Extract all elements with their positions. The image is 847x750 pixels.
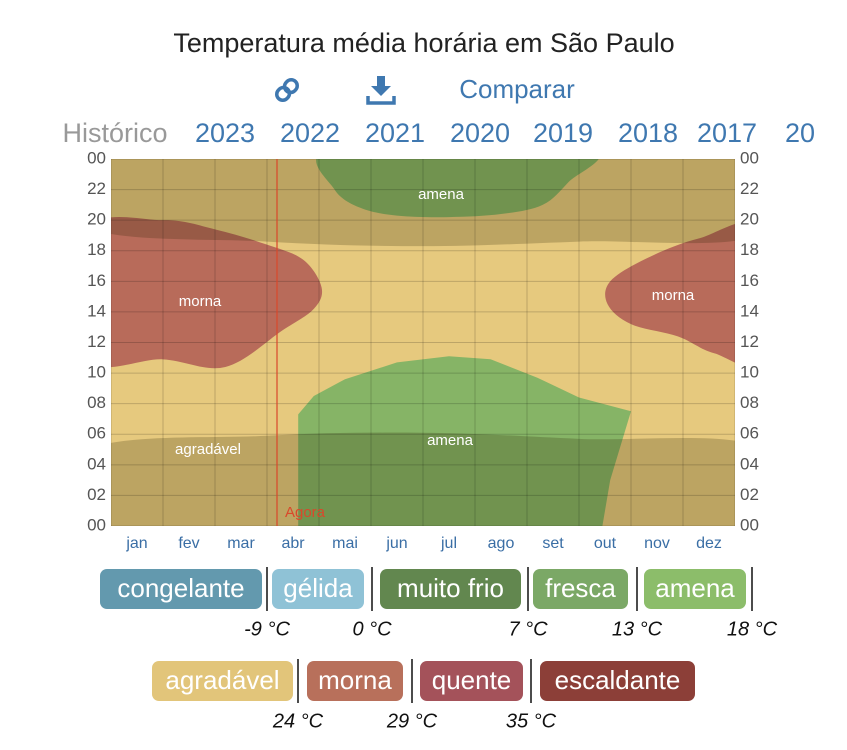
- region-label: agradável: [175, 441, 241, 458]
- y2-tick-label: 00: [740, 148, 759, 167]
- region-label: morna: [179, 293, 222, 310]
- y-tick-label: 16: [87, 271, 106, 290]
- legend-swatch: [533, 569, 628, 609]
- year-tab[interactable]: 20: [785, 118, 815, 148]
- region-label: amena: [418, 186, 465, 203]
- download-icon[interactable]: [366, 76, 396, 105]
- y-tick-label: 06: [87, 424, 106, 443]
- legend-swatch: [272, 569, 364, 609]
- threshold-label: 0 °C: [352, 618, 392, 640]
- region-label: morna: [652, 287, 695, 304]
- y2-tick-label: 08: [740, 393, 759, 412]
- chart: 00 00 02 02 04 04 06 06 08 08 10 10 12 12 14 14 16 16 18 18…: [87, 148, 759, 552]
- year-tab[interactable]: 2019: [533, 118, 593, 148]
- legend-swatch: [100, 569, 262, 609]
- year-tab[interactable]: 2023: [195, 118, 255, 148]
- legend-label: gélida: [283, 573, 353, 603]
- now-label: Agora: [285, 504, 326, 521]
- region-label: amena: [427, 432, 474, 449]
- y-tick-label: 20: [87, 210, 106, 229]
- y-tick-label: 08: [87, 393, 106, 412]
- y2-tick-label: 22: [740, 179, 759, 198]
- year-tab[interactable]: 2021: [365, 118, 425, 148]
- y2-tick-label: 04: [740, 454, 759, 473]
- x-tick-label: jul: [440, 535, 457, 552]
- legend-swatch: [644, 569, 746, 609]
- x-tick-label: set: [542, 535, 564, 552]
- x-tick-label: fev: [178, 535, 199, 552]
- y2-tick-label: 00: [740, 515, 759, 534]
- year-tab[interactable]: Histórico: [62, 118, 167, 148]
- x-tick-label: mai: [332, 535, 358, 552]
- legend: congelante gélida muito frio fresca amena agr…: [100, 567, 778, 732]
- y-tick-label: 12: [87, 332, 106, 351]
- x-tick-label: ago: [488, 535, 515, 552]
- legend-label: fresca: [545, 573, 616, 603]
- y2-tick-label: 18: [740, 240, 759, 259]
- title: Temperatura média horária em São Paulo: [173, 28, 674, 58]
- legend-label: amena: [655, 573, 735, 603]
- morna-region: [111, 217, 323, 369]
- night-shade: [111, 432, 735, 526]
- threshold-label: 18 °C: [727, 618, 778, 640]
- year-tab[interactable]: 2020: [450, 118, 510, 148]
- y-tick-label: 02: [87, 485, 106, 504]
- year-tab[interactable]: 2022: [280, 118, 340, 148]
- y2-tick-label: 12: [740, 332, 759, 351]
- threshold-label: 35 °C: [506, 710, 557, 732]
- link-icon[interactable]: [274, 77, 299, 102]
- amena-region: [316, 159, 599, 218]
- y2-tick-label: 06: [740, 424, 759, 443]
- x-tick-label: nov: [644, 535, 670, 552]
- legend-label: congelante: [117, 573, 244, 603]
- legend-label: muito frio: [397, 573, 504, 603]
- legend-swatch: [420, 661, 523, 701]
- legend-swatch: [380, 569, 521, 609]
- plot: [111, 159, 735, 526]
- compare-link[interactable]: Comparar: [459, 74, 575, 104]
- x-tick-label: out: [594, 535, 617, 552]
- x-tick-label: mar: [227, 535, 255, 552]
- night-shade: [111, 159, 735, 247]
- year-tab[interactable]: 2018: [618, 118, 678, 148]
- y-tick-label: 14: [87, 301, 106, 320]
- legend-label: morna: [318, 665, 392, 695]
- y2-tick-label: 20: [740, 210, 759, 229]
- legend-label: agradável: [165, 665, 279, 695]
- legend-label: escaldante: [555, 665, 681, 695]
- morna-region: [605, 224, 735, 363]
- x-tick-label: jun: [385, 535, 407, 552]
- legend-swatch: [307, 661, 403, 701]
- x-tick-label: jan: [125, 535, 147, 552]
- legend-swatch: [152, 661, 293, 701]
- threshold-label: 13 °C: [612, 618, 663, 640]
- year-tab[interactable]: 2017: [697, 118, 757, 148]
- y2-tick-label: 10: [740, 363, 759, 382]
- threshold-label: -9 °C: [244, 618, 290, 640]
- legend-label: quente: [432, 665, 512, 695]
- threshold-label: 29 °C: [386, 710, 438, 732]
- amena-region: [298, 356, 631, 526]
- tabs: Histórico 2023 2022 2021 2020 2019 2018 2017 20: [62, 118, 815, 148]
- threshold-label: 24 °C: [272, 710, 324, 732]
- threshold-label: 7 °C: [508, 618, 548, 640]
- legend-swatch: [540, 661, 695, 701]
- y2-tick-label: 02: [740, 485, 759, 504]
- y-tick-label: 00: [87, 148, 106, 167]
- y2-tick-label: 14: [740, 301, 759, 320]
- x-tick-label: abr: [281, 535, 305, 552]
- y-tick-label: 22: [87, 179, 106, 198]
- y-tick-label: 00: [87, 515, 106, 534]
- x-tick-label: dez: [696, 535, 722, 552]
- y-tick-label: 18: [87, 240, 106, 259]
- y-tick-label: 04: [87, 454, 106, 473]
- y2-tick-label: 16: [740, 271, 759, 290]
- y-tick-label: 10: [87, 363, 106, 382]
